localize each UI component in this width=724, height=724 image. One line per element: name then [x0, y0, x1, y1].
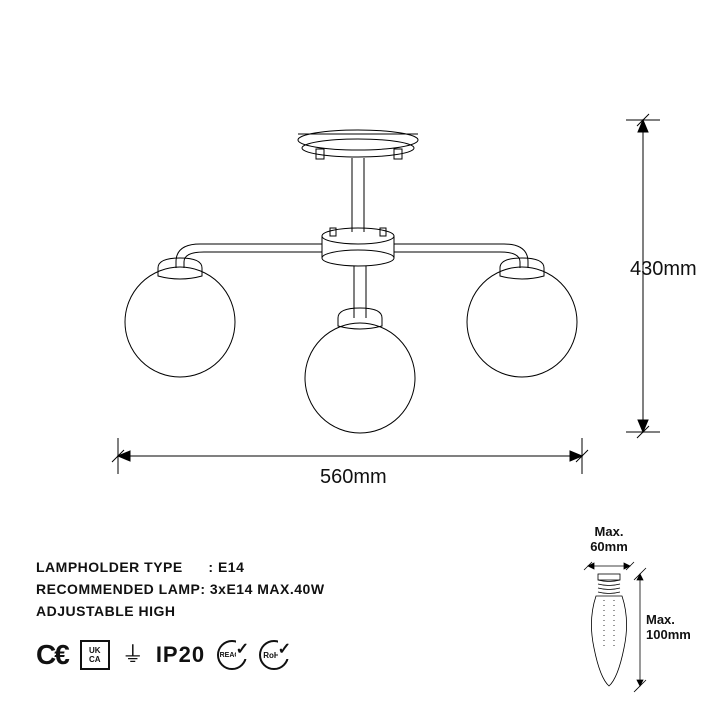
spec-recommended-val: 3xE14 MAX.40W: [210, 581, 325, 597]
ip20-icon: IP20: [156, 642, 205, 668]
height-dimension-label: 430mm: [630, 258, 697, 281]
certification-row: C€ UK CA ⏚ IP20 REACH ✓ RoHS ✓: [36, 640, 289, 670]
ukca-icon: UK CA: [80, 640, 110, 670]
spec-recommended: RECOMMENDED LAMP: 3xE14 MAX.40W: [36, 578, 325, 600]
spec-recommended-key: RECOMMENDED LAMP:: [36, 581, 206, 597]
ground-icon: ⏚: [122, 644, 144, 666]
width-dimension-label: 560mm: [320, 466, 387, 489]
bulb-spec-area: Max. 60mm: [534, 530, 694, 700]
spec-lampholder-val: : E14: [208, 559, 244, 575]
spec-block: LAMPHOLDER TYPE : E14 RECOMMENDED LAMP: …: [36, 556, 325, 622]
spec-adjustable: ADJUSTABLE HIGH: [36, 600, 325, 622]
lamp-diagram: [0, 0, 724, 540]
reach-icon: REACH ✓: [217, 640, 247, 670]
ce-icon: C€: [36, 641, 68, 669]
spec-lampholder-key: LAMPHOLDER TYPE: [36, 556, 204, 578]
rohs-icon: RoHS ✓: [259, 640, 289, 670]
bulb-max-height-label: Max. 100mm: [646, 612, 702, 642]
spec-lampholder: LAMPHOLDER TYPE : E14: [36, 556, 325, 578]
page: 560mm 430mm LAMPHOLDER TYPE : E14 RECOMM…: [0, 0, 724, 724]
bulb-max-width-label: Max. 60mm: [584, 524, 634, 554]
